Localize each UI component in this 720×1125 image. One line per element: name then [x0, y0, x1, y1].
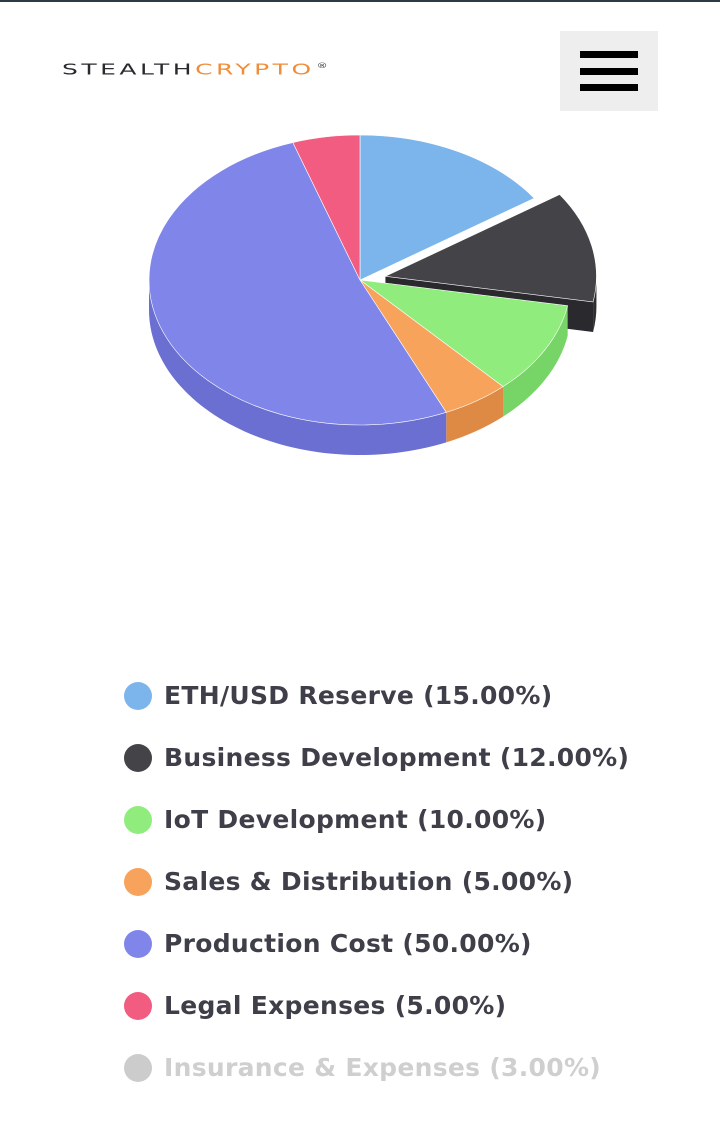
- legend-item-insurance-expenses[interactable]: Insurance & Expenses (3.00%): [124, 1044, 629, 1106]
- token-allocation-pie-chart: [148, 134, 597, 456]
- legend-item-iot-development[interactable]: IoT Development (10.00%): [124, 796, 629, 858]
- top-border: [0, 0, 720, 2]
- legend-label: Production Cost (50.00%): [164, 929, 532, 958]
- logo-text-stealth: STEALTH: [62, 60, 196, 78]
- legend-label: Insurance & Expenses (3.00%): [164, 1053, 602, 1082]
- legend-item-legal-expenses[interactable]: Legal Expenses (5.00%): [124, 982, 629, 1044]
- legend-item-business-development[interactable]: Business Development (12.00%): [124, 734, 629, 796]
- registered-mark: ®: [316, 61, 328, 70]
- pie-slice-business-development[interactable]: [385, 194, 597, 303]
- legend-label: IoT Development (10.00%): [164, 805, 547, 834]
- legend-dot: [124, 744, 152, 772]
- legend-dot: [124, 806, 152, 834]
- stealthcrypto-logo[interactable]: STEALTH CRYPTO ®: [62, 58, 328, 79]
- legend-dot: [124, 868, 152, 896]
- pie-side-iot-development: [503, 305, 568, 417]
- pie-side-production-cost: [149, 280, 447, 456]
- legend-label: Sales & Distribution (5.00%): [164, 867, 574, 896]
- pie-slice-iot-development[interactable]: [359, 279, 568, 387]
- legend-label: ETH/USD Reserve (15.00%): [164, 681, 553, 710]
- pie-slices: [148, 134, 597, 426]
- chart-legend: ETH/USD Reserve (15.00%) Business Develo…: [124, 672, 629, 1106]
- legend-item-production-cost[interactable]: Production Cost (50.00%): [124, 920, 629, 982]
- pie-slice-legal-expenses[interactable]: [292, 134, 361, 281]
- hamburger-menu-button[interactable]: [560, 31, 658, 111]
- pie-slice-eth-usd-reserve[interactable]: [359, 134, 535, 281]
- legend-dot: [124, 930, 152, 958]
- legend-item-sales-distribution[interactable]: Sales & Distribution (5.00%): [124, 858, 629, 920]
- legend-dot: [124, 682, 152, 710]
- pie-side-sales-distribution: [446, 386, 504, 443]
- legend-dot: [124, 1054, 152, 1082]
- legend-label: Business Development (12.00%): [164, 743, 630, 772]
- legend-item-eth-usd-reserve[interactable]: ETH/USD Reserve (15.00%): [124, 672, 629, 734]
- logo-text-crypto: CRYPTO: [195, 60, 315, 78]
- legend-label: Legal Expenses (5.00%): [164, 991, 507, 1020]
- pie-slice-production-cost[interactable]: [148, 142, 447, 426]
- legend-dot: [124, 992, 152, 1020]
